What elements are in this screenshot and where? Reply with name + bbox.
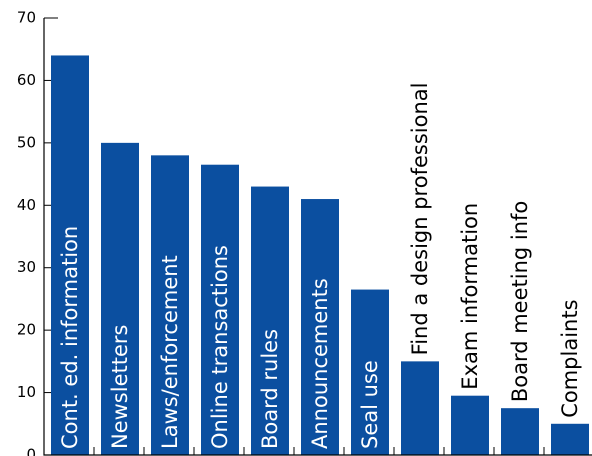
y-tick-label: 0 bbox=[26, 446, 36, 456]
y-tick-label: 70 bbox=[17, 9, 36, 27]
y-tick-label: 40 bbox=[17, 196, 36, 214]
bar bbox=[201, 164, 239, 455]
axis-lines bbox=[43, 18, 592, 456]
bar bbox=[301, 199, 339, 455]
bar bbox=[251, 186, 289, 456]
bar bbox=[551, 423, 589, 455]
category-label: Complaints bbox=[558, 299, 582, 417]
y-tick-label: 60 bbox=[17, 71, 36, 89]
category-label: Board meeting info bbox=[508, 201, 532, 402]
category-label: Find a design professional bbox=[408, 83, 432, 356]
y-tick-label: 30 bbox=[17, 258, 36, 276]
bar bbox=[51, 55, 89, 455]
bar bbox=[401, 361, 439, 455]
category-label: Exam information bbox=[458, 203, 482, 390]
category-label: Board rules bbox=[258, 329, 282, 449]
category-label: Cont. ed. information bbox=[58, 226, 82, 449]
bar bbox=[151, 155, 189, 456]
bar bbox=[501, 408, 539, 455]
category-labels: Cont. ed. information Newsletters Laws/enf… bbox=[58, 83, 582, 449]
bar bbox=[451, 395, 489, 455]
category-label: Newsletters bbox=[108, 325, 132, 449]
bars bbox=[51, 55, 589, 456]
category-label: Laws/enforcement bbox=[158, 255, 182, 449]
bar bbox=[101, 142, 139, 455]
y-tick-label: 50 bbox=[17, 133, 36, 151]
y-tick-label: 10 bbox=[17, 383, 36, 401]
category-label: Announcements bbox=[308, 278, 332, 449]
bar bbox=[351, 289, 389, 455]
category-label: Seal use bbox=[358, 360, 382, 449]
x-axis-ticks bbox=[93, 447, 545, 455]
y-tick-label: 20 bbox=[17, 321, 36, 339]
category-label: Online transactions bbox=[208, 245, 232, 449]
